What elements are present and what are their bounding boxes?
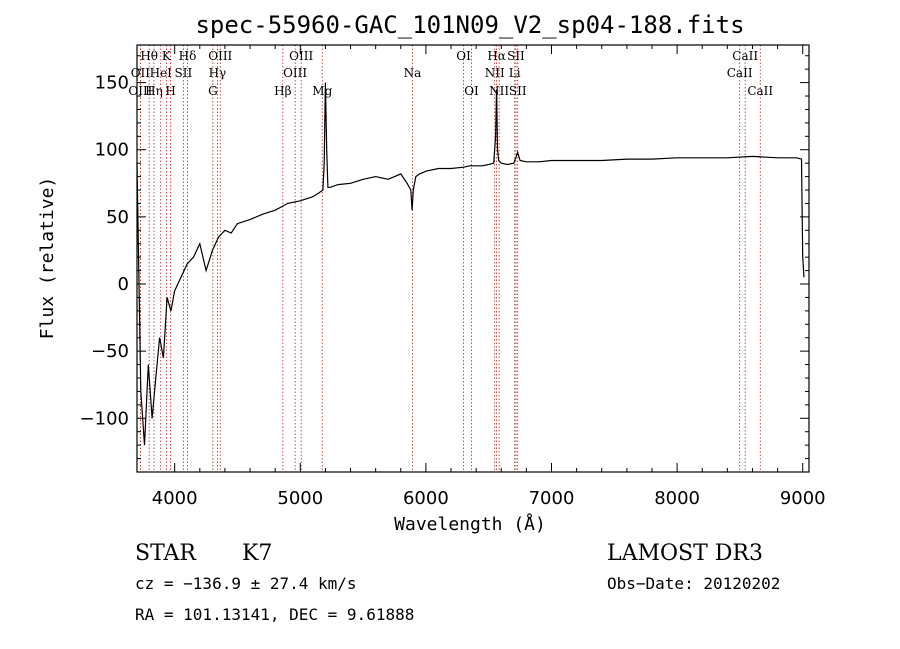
spectral-line-markers xyxy=(139,45,761,472)
spectrum-series-line xyxy=(136,82,805,446)
y-axis-ticks: −100 −50 0 50 100 150 xyxy=(80,55,809,473)
spectral-line-label: CaII xyxy=(727,66,753,80)
spectral-line-label: Hδ xyxy=(179,49,197,63)
y-tick-label: 50 xyxy=(106,207,129,228)
spectral-line-label: OI xyxy=(464,84,479,98)
spectral-line-label: SII xyxy=(509,84,527,98)
y-axis-label: Flux (relative) xyxy=(37,177,58,340)
spectral-line-label: OIII xyxy=(283,66,307,80)
spectral-line-label: Hγ xyxy=(209,66,227,80)
x-tick-label: 9000 xyxy=(780,488,826,509)
spectral-line-label: OIII xyxy=(289,49,313,63)
spectral-line-label: OII xyxy=(131,66,151,80)
plot-frame xyxy=(136,44,810,473)
x-axis-ticks: 4000 5000 6000 7000 8000 9000 xyxy=(152,45,826,509)
x-tick-label: 4000 xyxy=(152,488,198,509)
cz-readout: cz = −136.9 ± 27.4 km/s xyxy=(135,574,357,593)
spectral-line-label: Hθ xyxy=(140,49,158,63)
spectral-line-label: SII xyxy=(174,66,192,80)
y-tick-label: 100 xyxy=(95,140,129,161)
coordinates-readout: RA = 101.13141, DEC = 9.61888 xyxy=(135,605,414,624)
x-tick-label: 8000 xyxy=(654,488,700,509)
survey-label: LAMOST DR3 xyxy=(607,541,763,566)
spectral-line-label: OI xyxy=(456,49,471,63)
series-layer xyxy=(136,82,805,446)
x-tick-label: 6000 xyxy=(403,488,449,509)
x-axis-label: Wavelength (Å) xyxy=(394,513,546,535)
spectral-line-label: OIII xyxy=(128,84,152,98)
y-tick-label: −100 xyxy=(80,408,129,429)
y-tick-label: 150 xyxy=(95,73,129,94)
x-tick-label: 7000 xyxy=(529,488,575,509)
spectral-line-label: NII xyxy=(485,66,505,80)
spectral-line-label: G xyxy=(208,84,218,98)
spectral-line-label: HeI xyxy=(150,66,173,80)
chart-title: spec-55960-GAC_101N09_V2_sp04-188.fits xyxy=(195,11,744,39)
spectral-line-label: Na xyxy=(404,66,422,80)
spectral-line-label: Hα xyxy=(487,49,506,63)
spectral-line-label: SII xyxy=(507,49,525,63)
spectral-line-label: K xyxy=(162,49,172,63)
spectral-line-label: Li xyxy=(509,66,521,80)
y-tick-label: 0 xyxy=(118,274,129,295)
spectral-line-label: OIII xyxy=(208,49,232,63)
x-tick-label: 5000 xyxy=(277,488,323,509)
class-label: STAR xyxy=(135,541,197,566)
subclass-label: K7 xyxy=(242,541,272,566)
obs-date-readout: Obs−Date: 20120202 xyxy=(607,574,780,593)
spectral-line-label: CaII xyxy=(747,84,773,98)
spectral-line-label: Mg xyxy=(312,84,332,98)
spectral-line-label: CaII xyxy=(732,49,758,63)
spectral-line-label: Hη xyxy=(145,84,163,98)
spectral-line-label: NII xyxy=(489,84,509,98)
spectral-line-label: H xyxy=(165,84,175,98)
spectral-line-label: Hβ xyxy=(274,84,291,98)
y-tick-label: −50 xyxy=(91,341,129,362)
